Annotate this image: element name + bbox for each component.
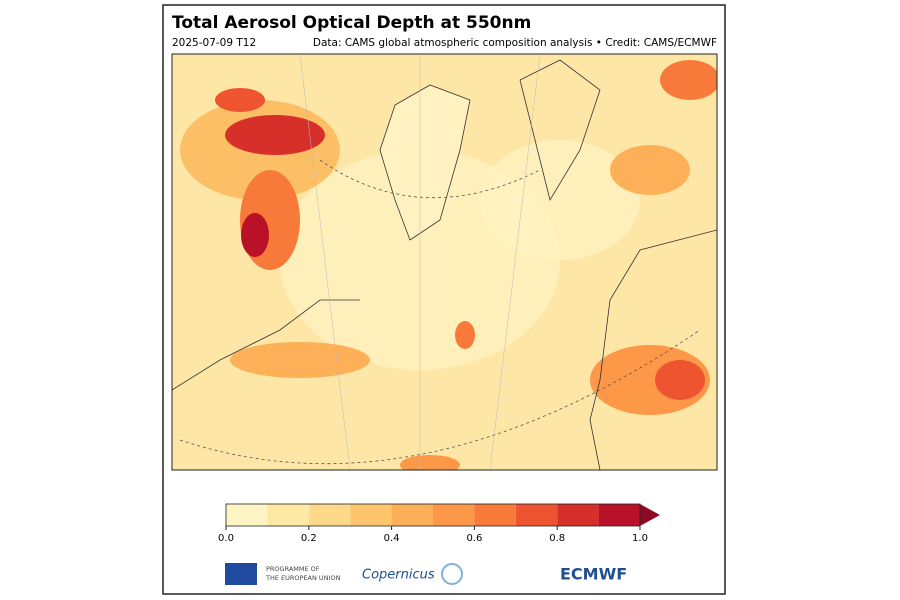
map: [171, 53, 718, 471]
colorbar-tick-label: 0.4: [384, 533, 400, 544]
eu-flag: [225, 563, 257, 585]
colorbar-extend: [640, 504, 660, 526]
colorbar-segment: [391, 504, 433, 526]
colorbar-tick-label: 0.2: [301, 533, 317, 544]
colorbar-segment: [433, 504, 475, 526]
title: Total Aerosol Optical Depth at 550nm: [172, 13, 531, 33]
eu-text: THE EUROPEAN UNION: [265, 574, 341, 582]
colorbar-segment: [557, 504, 599, 526]
colorbar-tick-label: 0.6: [466, 533, 482, 544]
credit: Data: CAMS global atmospheric compositio…: [313, 37, 717, 49]
colorbar-segment: [226, 504, 268, 526]
cams-logo: [441, 563, 463, 585]
eu-text: PROGRAMME OF: [266, 565, 320, 573]
colorbar-outline: [225, 503, 641, 527]
colorbar-segment: [474, 504, 516, 526]
colorbar-segment: [598, 504, 640, 526]
colorbar-segment: [350, 504, 392, 526]
colorbar-segment: [267, 504, 309, 526]
colorbar-tick-label: 0.0: [218, 533, 234, 544]
colorbar-segment: [308, 504, 351, 526]
colorbar-segment: [515, 504, 558, 526]
logos: PROGRAMME OF THE EUROPEAN UNION Copernic…: [225, 563, 627, 585]
colorbar: 0.0 0.2 0.4 0.6 0.8 1.0: [218, 503, 660, 544]
colorbar-tick-label: 0.8: [549, 533, 565, 544]
copernicus-logo: Copernicus: [362, 568, 435, 583]
date: 2025-07-09 T12: [172, 37, 256, 49]
colorbar-tick-label: 1.0: [632, 533, 648, 544]
ecmwf-logo: ECMWF: [560, 565, 627, 584]
